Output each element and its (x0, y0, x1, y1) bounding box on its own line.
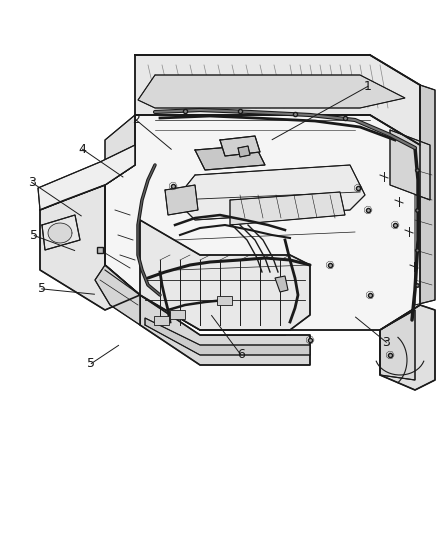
FancyBboxPatch shape (154, 316, 169, 325)
Polygon shape (95, 265, 140, 325)
Text: 5: 5 (87, 357, 95, 370)
Polygon shape (42, 215, 80, 250)
Polygon shape (138, 75, 404, 108)
Polygon shape (40, 185, 140, 310)
Polygon shape (219, 136, 259, 156)
Polygon shape (237, 146, 249, 157)
Polygon shape (135, 55, 419, 145)
Polygon shape (48, 223, 72, 243)
Text: 1: 1 (363, 80, 371, 93)
Polygon shape (38, 145, 135, 210)
Polygon shape (379, 305, 434, 390)
Polygon shape (230, 192, 344, 225)
Polygon shape (165, 185, 198, 215)
Polygon shape (274, 276, 287, 292)
Text: 3: 3 (381, 336, 389, 349)
Polygon shape (140, 220, 309, 330)
FancyBboxPatch shape (170, 310, 185, 319)
Polygon shape (389, 130, 429, 200)
Polygon shape (194, 145, 265, 170)
Polygon shape (105, 115, 135, 185)
Polygon shape (140, 295, 309, 365)
Polygon shape (414, 85, 434, 305)
Text: 2: 2 (132, 114, 140, 126)
FancyBboxPatch shape (217, 295, 232, 304)
Text: 5: 5 (30, 229, 38, 242)
Text: 3: 3 (28, 176, 35, 189)
Text: 4: 4 (78, 143, 86, 156)
Polygon shape (379, 310, 414, 380)
Polygon shape (105, 115, 419, 330)
Polygon shape (175, 165, 364, 220)
Text: 6: 6 (236, 348, 244, 361)
Text: 5: 5 (38, 282, 46, 295)
Polygon shape (145, 318, 309, 355)
